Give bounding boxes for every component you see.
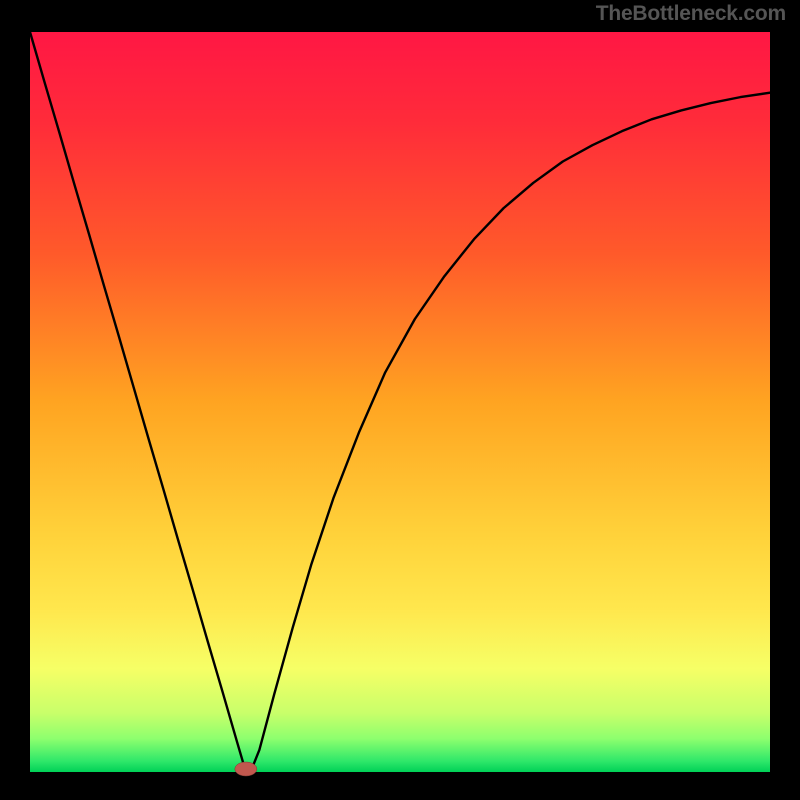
chart-overlay xyxy=(0,0,800,800)
optimal-point-marker xyxy=(235,762,257,776)
chart-container: TheBottleneck.com xyxy=(0,0,800,800)
watermark-text: TheBottleneck.com xyxy=(596,2,786,26)
bottleneck-curve xyxy=(30,32,770,772)
